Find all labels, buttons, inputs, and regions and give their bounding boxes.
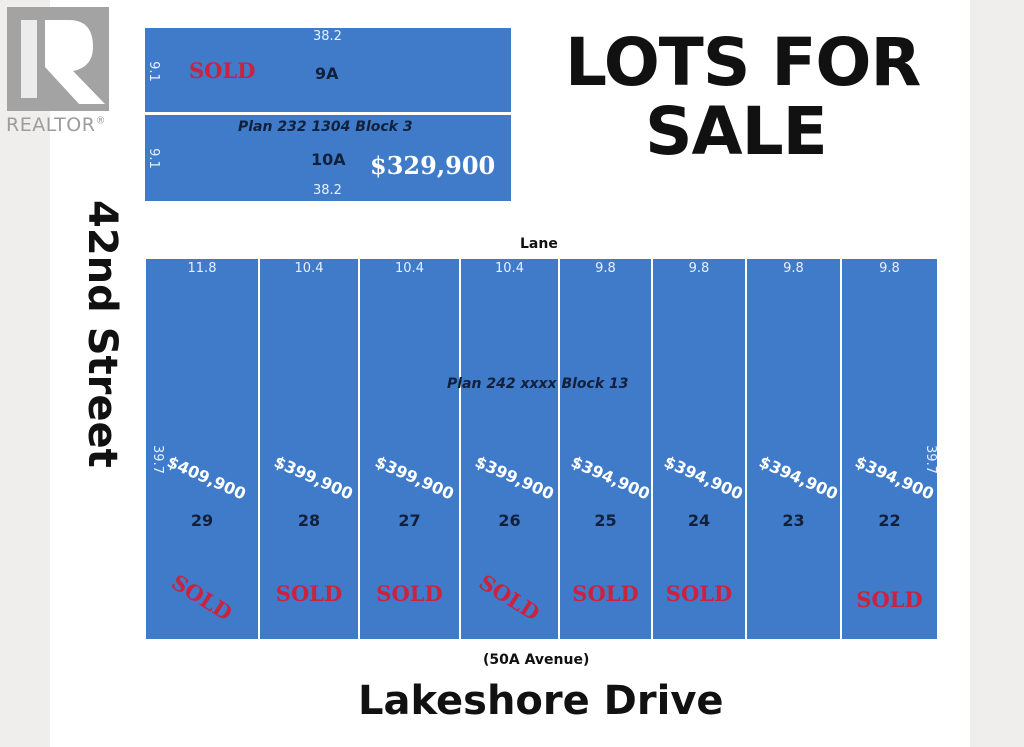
- lot-number: 28: [297, 511, 321, 530]
- lot-number: 26: [498, 511, 521, 530]
- price-label: $399,900: [271, 452, 356, 504]
- frontage-label: 10.4: [294, 261, 324, 276]
- sold-label: SOLD: [376, 581, 443, 606]
- price-label: $409,900: [164, 452, 249, 504]
- price-label: $399,900: [371, 452, 457, 504]
- lower-plan-label: Plan 242 xxxx Block 13: [447, 376, 629, 392]
- sold-label: SOLD: [665, 581, 733, 606]
- lot-number: 29: [190, 511, 214, 530]
- price-label: $394,900: [567, 452, 653, 504]
- lot-28[interactable]: 10.4 $399,900 28 SOLD: [260, 259, 358, 639]
- lot-23[interactable]: 9.8 $394,900 23: [747, 259, 840, 639]
- sold-label: SOLD: [572, 581, 639, 606]
- lot-9A[interactable]: 38.2 9.1 SOLD 9A: [145, 28, 511, 112]
- lot-27[interactable]: 10.4 $399,900 27 SOLD: [360, 259, 459, 639]
- frontage-label: 10.4: [395, 261, 424, 276]
- title-line1: LOTS FOR: [565, 24, 921, 101]
- lot-26[interactable]: 10.4 $399,900 26 SOLD: [461, 259, 558, 639]
- price-label: $399,900: [471, 452, 557, 504]
- lot-24[interactable]: 9.8 $394,900 24 SOLD: [653, 259, 746, 639]
- street-lane: Lane: [520, 236, 558, 252]
- depth-right: 39.7: [922, 445, 938, 474]
- frontage-label: 10.4: [495, 261, 524, 276]
- lot-22[interactable]: 9.8 $394,900 22 SOLD: [842, 259, 937, 639]
- frontage-label: 9.8: [595, 261, 616, 276]
- frontage-label: 11.8: [187, 261, 217, 276]
- lot-25[interactable]: 9.8 $394,900 25 SOLD: [560, 259, 653, 639]
- street-42nd: 42nd Street: [79, 200, 125, 468]
- sold-label: SOLD: [474, 569, 545, 626]
- frontage-label: 9.8: [879, 261, 900, 276]
- lot-29[interactable]: 11.8 $409,900 29 SOLD: [146, 259, 258, 639]
- realtor-logo: [7, 7, 109, 111]
- price-label: $394,900: [755, 452, 841, 504]
- depth-left: 39.7: [149, 445, 165, 474]
- lot-number: 24: [687, 511, 711, 530]
- sold-label: SOLD: [275, 581, 343, 606]
- price-label: $394,900: [661, 452, 746, 504]
- frontage-label: 9.8: [688, 261, 710, 276]
- sold-label: SOLD: [856, 587, 923, 612]
- realtor-r-icon: [21, 20, 105, 104]
- sold-label: SOLD: [167, 569, 237, 626]
- title-line2: SALE: [645, 93, 828, 170]
- frontage-label: 9.8: [783, 261, 804, 276]
- lot-number: 23: [782, 511, 805, 530]
- sold-label: SOLD: [189, 58, 256, 83]
- street-50a-avenue: (50A Avenue): [483, 652, 590, 668]
- lot-number: 22: [878, 511, 901, 530]
- lot-number: 27: [398, 511, 421, 530]
- lot-number: 25: [594, 511, 617, 530]
- lot-10A[interactable]: Plan 232 1304 Block 3 9.1 10A $329,900 3…: [145, 115, 511, 201]
- price-label: $329,900: [370, 151, 496, 180]
- realtor-wordmark: REALTOR®: [6, 114, 106, 136]
- street-lakeshore-drive: Lakeshore Drive: [358, 678, 724, 724]
